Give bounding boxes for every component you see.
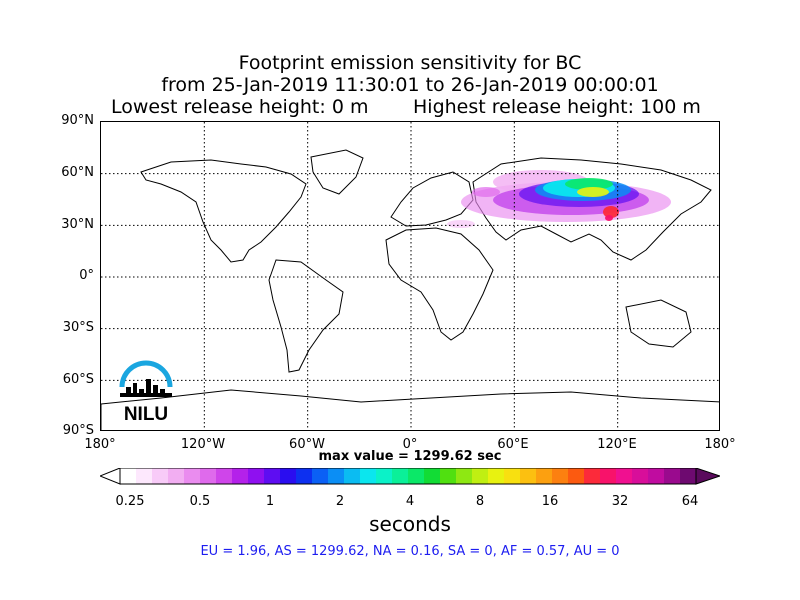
colorbar-segment	[200, 468, 217, 484]
colorbar-segment	[264, 468, 281, 484]
colorbar-segment	[552, 468, 569, 484]
colorbar-segment	[616, 468, 633, 484]
lon-label-60e: 60°E	[497, 437, 529, 452]
colorbar-segment	[280, 468, 297, 484]
lat-label-60s: 60°S	[62, 372, 94, 387]
colorbar-extend-max	[695, 468, 720, 485]
greenland-outline	[310, 149, 364, 195]
lon-label-0: 0°	[402, 437, 418, 452]
colorbar-tick: 2	[335, 494, 345, 509]
lat-label-90n: 90°N	[61, 113, 94, 128]
colorbar-segment	[408, 468, 425, 484]
lat-label-30s: 30°S	[62, 320, 94, 335]
colorbar-tick: 8	[475, 494, 485, 509]
lon-label-60w: 60°W	[289, 437, 325, 452]
europe-outline	[390, 171, 474, 227]
colorbar-segment	[152, 468, 169, 484]
colorbar-segment	[456, 468, 473, 484]
australia-outline	[625, 299, 692, 348]
colorbar-segment	[168, 468, 185, 484]
region-stats: EU = 1.96, AS = 1299.62, NA = 0.16, SA =…	[200, 544, 620, 559]
lon-label-120e: 120°E	[597, 437, 637, 452]
lon-label-180e: 180°	[704, 437, 736, 452]
max-value-label: max value = 1299.62 sec	[318, 449, 502, 464]
south-america-outline	[268, 259, 344, 373]
colorbar-segment	[440, 468, 457, 484]
colorbar-tick: 64	[681, 494, 699, 509]
colorbar-segment	[216, 468, 233, 484]
colorbar-segment	[632, 468, 649, 484]
lon-label-120w: 120°W	[180, 437, 226, 452]
lat-label-0: 0°	[79, 268, 94, 283]
north-america-outline	[140, 159, 307, 263]
nilu-logo-text: NILU	[123, 404, 169, 425]
colorbar-segment	[360, 468, 377, 484]
lowest-release-height: Lowest release height: 0 m	[111, 96, 369, 118]
antarctica-outline	[101, 389, 719, 430]
colorbar-tick: 1	[265, 494, 275, 509]
colorbar-segment	[536, 468, 553, 484]
colorbar-segment	[568, 468, 585, 484]
nilu-logo-graphic	[119, 360, 173, 397]
colorbar-segment	[136, 468, 153, 484]
highest-release-height: Highest release height: 100 m	[413, 96, 701, 118]
colorbar-segment	[376, 468, 393, 484]
colorbar-segment	[120, 468, 137, 484]
colorbar	[100, 468, 720, 485]
world-map	[101, 122, 719, 430]
colorbar-segment	[520, 468, 537, 484]
colorbar-segment	[488, 468, 505, 484]
lat-label-90s: 90°S	[62, 423, 94, 438]
colorbar-segment	[504, 468, 521, 484]
colorbar-segment	[248, 468, 265, 484]
colorbar-unit-label: seconds	[369, 512, 451, 536]
colorbar-segment	[184, 468, 201, 484]
colorbar-tick: 32	[611, 494, 629, 509]
nilu-logo: NILU	[116, 357, 176, 425]
colorbar-segment	[584, 468, 601, 484]
colorbar-extend-min	[100, 468, 121, 485]
colorbar-segment	[664, 468, 681, 484]
colorbar-tick: 0.5	[189, 494, 211, 509]
lat-label-60n: 60°N	[61, 165, 94, 180]
colorbar-segment	[232, 468, 249, 484]
colorbar-tick: 0.25	[115, 494, 145, 509]
colorbar-segment	[472, 468, 489, 484]
lat-label-30n: 30°N	[61, 217, 94, 232]
colorbar-segment	[392, 468, 409, 484]
colorbar-segment	[328, 468, 345, 484]
colorbar-segment	[680, 468, 697, 484]
colorbar-segment	[424, 468, 441, 484]
colorbar-segment	[600, 468, 617, 484]
lon-label-180w: 180°	[84, 437, 116, 452]
colorbar-segment	[344, 468, 361, 484]
colorbar-tick: 16	[541, 494, 559, 509]
colorbar-segment	[648, 468, 665, 484]
colorbar-segment	[312, 468, 329, 484]
chart-title-line2: from 25-Jan-2019 11:30:01 to 26-Jan-2019…	[161, 74, 659, 96]
graticule	[101, 122, 719, 430]
map-panel	[100, 121, 720, 431]
africa-outline	[385, 227, 494, 341]
footprint-plume	[447, 170, 671, 228]
colorbar-segment	[296, 468, 313, 484]
colorbar-frame	[119, 468, 697, 485]
colorbar-tick: 4	[405, 494, 415, 509]
chart-title-line1: Footprint emission sensitivity for BC	[238, 52, 582, 74]
